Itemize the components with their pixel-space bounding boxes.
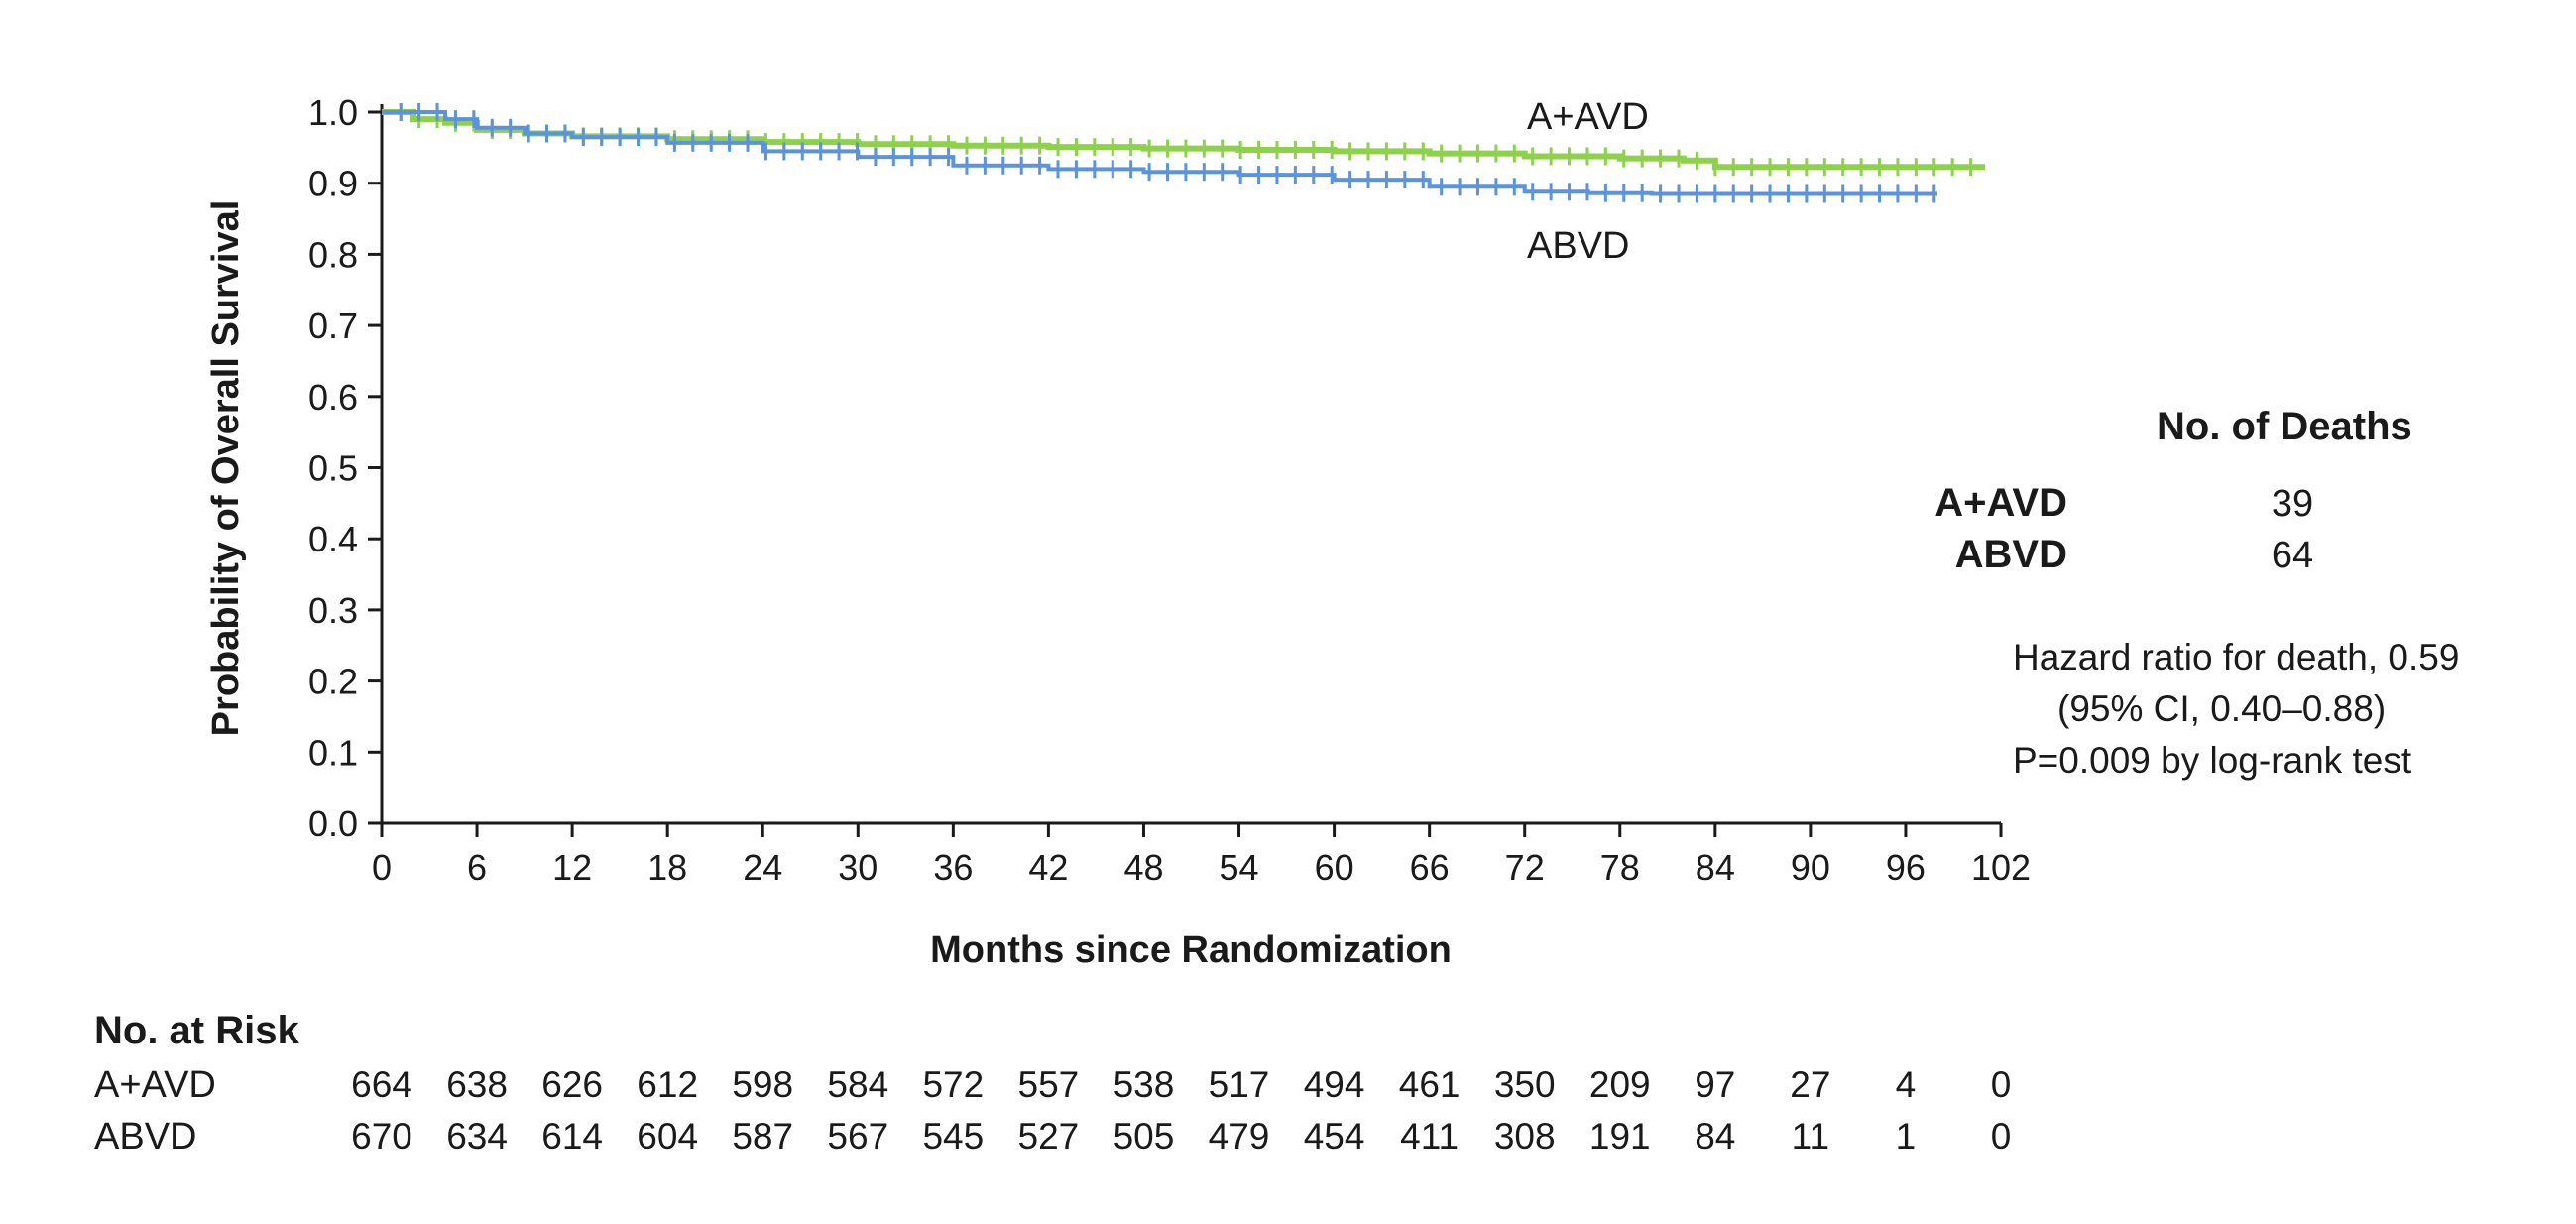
y-tick-label: 1.0 [308, 92, 358, 133]
x-tick-label: 6 [467, 847, 487, 888]
risk-value-cell: 350 [1494, 1064, 1556, 1105]
series-line-abvd [382, 110, 1937, 196]
x-tick-label: 84 [1696, 847, 1735, 888]
x-tick-label: 24 [743, 847, 782, 888]
x-tick-label: 48 [1123, 847, 1163, 888]
risk-value-cell: 209 [1589, 1064, 1651, 1105]
confidence-interval-text: (95% CI, 0.40–0.88) [2057, 688, 2386, 729]
x-tick-label: 60 [1315, 847, 1354, 888]
risk-value-cell: 567 [827, 1116, 888, 1157]
y-tick-label: 0.4 [308, 519, 358, 559]
risk-value-cell: 411 [1400, 1116, 1459, 1157]
deaths-panel-title: No. of Deaths [2157, 405, 2412, 448]
deaths-value-a-avd: 39 [2272, 483, 2313, 525]
risk-value-cell: 557 [1018, 1064, 1080, 1105]
x-tick-label: 102 [1971, 847, 2031, 888]
risk-value-cell: 626 [541, 1064, 603, 1105]
risk-value-cell: 505 [1113, 1116, 1175, 1157]
risk-value-cell: 1 [1896, 1116, 1917, 1157]
risk-value-cell: 84 [1695, 1116, 1735, 1157]
risk-value-cell: 0 [1991, 1116, 2012, 1157]
risk-value-cell: 4 [1896, 1064, 1917, 1105]
risk-row-label-a-avd: A+AVD [94, 1064, 216, 1106]
x-tick-label: 66 [1410, 847, 1450, 888]
risk-value-cell: 604 [637, 1116, 698, 1157]
risk-value-cell: 0 [1991, 1064, 2012, 1105]
risk-row-label-abvd: ABVD [94, 1116, 196, 1158]
x-tick-label: 54 [1220, 847, 1259, 888]
risk-value-cell: 545 [922, 1116, 984, 1157]
x-tick-label: 0 [372, 847, 392, 888]
risk-value-cell: 614 [541, 1116, 603, 1157]
series-label-a-avd: A+AVD [1527, 96, 1649, 138]
y-tick-label: 0.7 [308, 306, 358, 346]
deaths-label-a-avd: A+AVD [1934, 481, 2067, 525]
risk-value-cell: 612 [637, 1064, 698, 1105]
risk-value-cell: 11 [1792, 1116, 1829, 1157]
risk-value-cell: 454 [1304, 1116, 1365, 1157]
risk-value-cell: 527 [1018, 1116, 1080, 1157]
risk-value-cell: 598 [732, 1064, 793, 1105]
y-tick-label: 0.0 [308, 803, 358, 844]
x-tick-label: 90 [1791, 847, 1830, 888]
plot-area: 0 6 12 18 24 30 36 42 48 54 60 66 72 78 84 90 96 102 0.0 0.… [308, 92, 2031, 888]
series-label-abvd: ABVD [1527, 225, 1629, 267]
risk-value-cell: 97 [1695, 1064, 1735, 1105]
deaths-value-abvd: 64 [2272, 535, 2313, 576]
risk-value-cell: 634 [446, 1116, 508, 1157]
risk-table-values: 664 638 626 612 598 584 572 557 538 517 494 461 350 2… [351, 1064, 2011, 1157]
risk-value-cell: 191 [1589, 1116, 1651, 1157]
risk-value-cell: 479 [1209, 1116, 1270, 1157]
risk-value-cell: 664 [351, 1064, 412, 1105]
x-tick-label: 78 [1600, 847, 1640, 888]
y-tick-label: 0.6 [308, 377, 358, 418]
x-tick-label: 42 [1028, 847, 1068, 888]
x-tick-label: 18 [647, 847, 687, 888]
y-tick-label: 0.2 [308, 662, 358, 702]
y-tick-label: 0.8 [308, 234, 358, 275]
risk-value-cell: 308 [1494, 1116, 1556, 1157]
risk-value-cell: 538 [1113, 1064, 1175, 1105]
deaths-label-abvd: ABVD [1955, 533, 2067, 576]
hazard-ratio-text: Hazard ratio for death, 0.59 [2013, 637, 2459, 677]
risk-value-cell: 572 [922, 1064, 984, 1105]
x-axis-title: Months since Randomization [930, 929, 1452, 971]
risk-value-cell: 517 [1209, 1064, 1270, 1105]
x-tick-label: 36 [933, 847, 973, 888]
y-tick-label: 0.3 [308, 590, 358, 631]
x-tick-label: 72 [1505, 847, 1545, 888]
risk-value-cell: 494 [1304, 1064, 1365, 1105]
series-line-a-avd [382, 109, 1985, 171]
risk-value-cell: 638 [446, 1064, 508, 1105]
x-tick-label: 12 [552, 847, 592, 888]
x-tick-label: 30 [838, 847, 878, 888]
p-value-text: P=0.009 by log-rank test [2013, 740, 2412, 781]
y-tick-label: 0.1 [308, 732, 358, 773]
x-tick-label: 96 [1886, 847, 1926, 888]
y-tick-label: 0.5 [308, 448, 358, 489]
risk-value-cell: 27 [1790, 1064, 1830, 1105]
y-axis-title: Probability of Overall Survival [205, 200, 247, 737]
risk-value-cell: 461 [1399, 1064, 1461, 1105]
y-tick-label: 0.9 [308, 164, 358, 204]
risk-value-cell: 584 [827, 1064, 888, 1105]
risk-table-title: No. at Risk [94, 1009, 299, 1052]
risk-value-cell: 587 [732, 1116, 793, 1157]
risk-value-cell: 670 [351, 1116, 412, 1157]
